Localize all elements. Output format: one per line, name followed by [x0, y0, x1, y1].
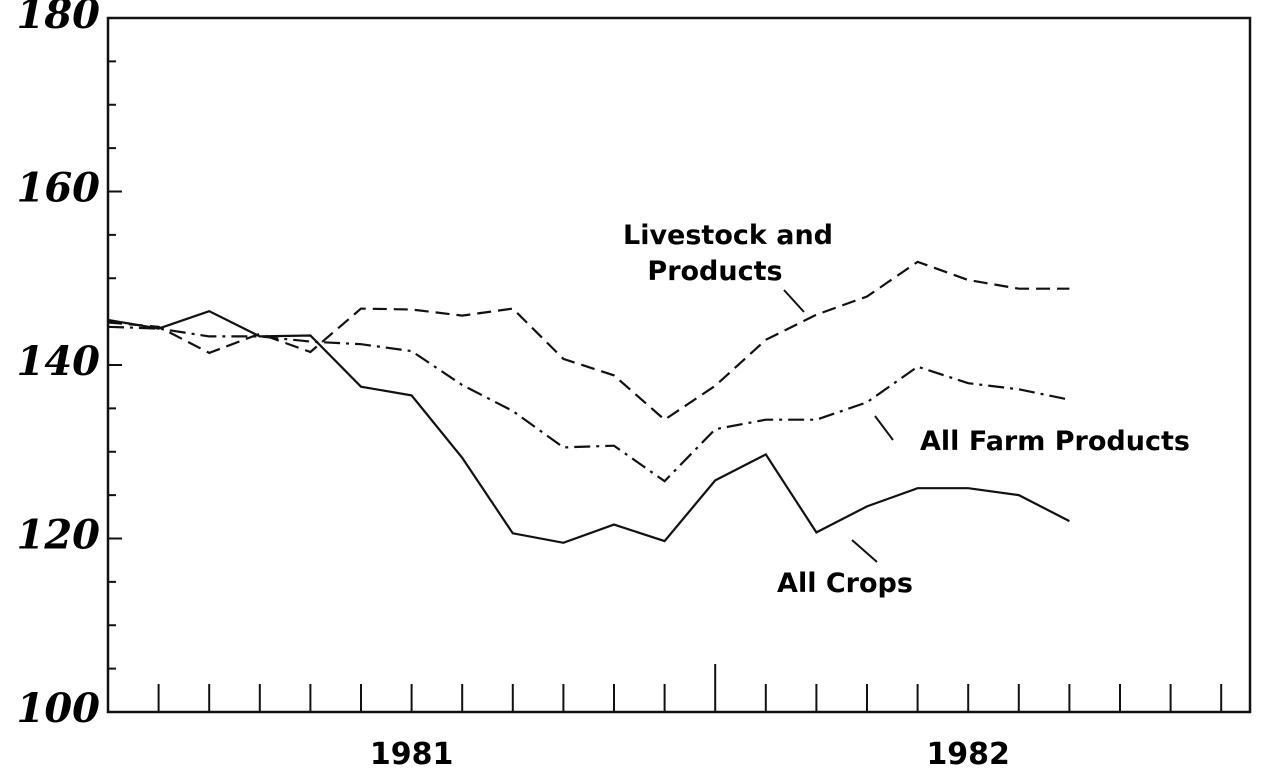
y-tick-label: 160 — [17, 165, 101, 212]
series-line — [107, 260, 1070, 422]
annotation: Products — [647, 256, 782, 287]
leader-line — [851, 539, 878, 563]
annotation: All Crops — [777, 568, 913, 599]
y-tick-label: 120 — [17, 512, 101, 559]
y-tick-label: 140 — [17, 338, 101, 385]
leader-line — [874, 415, 894, 441]
y-tick-label: 100 — [17, 685, 101, 732]
leader-line — [783, 289, 805, 313]
series-line — [107, 325, 1070, 483]
annotation: All Farm Products — [920, 426, 1190, 457]
x-tick-label: 1982 — [926, 737, 1010, 772]
plot-frame — [106, 16, 1252, 714]
annotation: Livestock and — [623, 220, 833, 251]
y-tick-label: 180 — [17, 0, 101, 38]
x-tick-label: 1981 — [370, 737, 454, 772]
